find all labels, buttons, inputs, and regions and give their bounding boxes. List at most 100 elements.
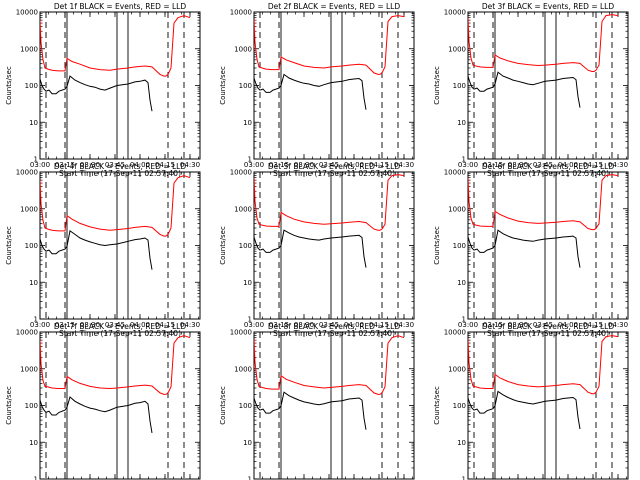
y-tick-label: 10	[29, 279, 38, 287]
x-tick-label: 03:30	[294, 161, 314, 169]
x-tick-label: 04:00	[130, 161, 150, 169]
x-tick-label: 03:00	[30, 321, 50, 329]
y-axis-label: Counts/sec	[219, 66, 227, 105]
y-axis-label: Counts/sec	[5, 226, 13, 265]
panel-title: Det 7f BLACK = Events, RED = LLD	[54, 322, 187, 331]
plot-area	[254, 12, 405, 159]
x-tick-label: 03:00	[458, 321, 478, 329]
x-tick-label: 03:00	[458, 161, 478, 169]
y-tick-label: 10	[29, 439, 38, 447]
x-tick-label: 03:30	[80, 161, 100, 169]
y-tick-label: 1000	[448, 365, 466, 373]
y-tick-label: 10000	[444, 329, 466, 337]
x-tick-label: 03:30	[508, 161, 528, 169]
lld-series-line	[468, 174, 619, 231]
x-tick-label: 03:30	[508, 321, 528, 329]
lld-series-line	[40, 175, 191, 237]
x-tick-label: 03:45	[319, 321, 339, 329]
x-tick-label: 04:30	[608, 161, 628, 169]
y-tick-label: 10	[243, 119, 252, 127]
x-tick-label: 04:30	[180, 321, 200, 329]
plot-frame	[253, 171, 415, 320]
y-tick-label: 100	[453, 82, 466, 90]
x-axis-label: Start Time (17-Sep-11 02:57:40)	[59, 329, 181, 338]
y-axis-label: Counts/sec	[433, 66, 441, 105]
y-tick-label: 10000	[444, 9, 466, 17]
x-tick-label: 04:15	[155, 321, 175, 329]
x-tick-label: 03:45	[105, 161, 125, 169]
y-tick-label: 10	[457, 119, 466, 127]
x-tick-label: 03:15	[55, 161, 75, 169]
panel-title: Det 9f BLACK = Events, RED = LLD	[482, 322, 615, 331]
x-tick-label: 03:30	[294, 321, 314, 329]
plot-area	[254, 332, 405, 479]
x-tick-label: 04:30	[608, 321, 628, 329]
x-tick-label: 03:45	[533, 161, 553, 169]
y-tick-label: 1	[248, 476, 252, 480]
x-tick-label: 04:15	[583, 321, 603, 329]
y-axis-label: Counts/sec	[433, 226, 441, 265]
events-series-line	[468, 71, 581, 108]
y-tick-label: 1	[34, 476, 38, 480]
x-tick-label: 04:30	[394, 161, 414, 169]
events-series-line	[254, 391, 367, 430]
events-series-line	[254, 73, 367, 110]
x-tick-label: 04:30	[180, 161, 200, 169]
panel-title: Det 3f BLACK = Events, RED = LLD	[482, 2, 615, 11]
plot-area	[468, 12, 619, 159]
x-axis-label: Start Time (17-Sep-11 02:57:40)	[273, 329, 395, 338]
y-tick-label: 1000	[234, 205, 252, 213]
y-tick-label: 100	[239, 82, 252, 90]
x-tick-label: 04:00	[130, 321, 150, 329]
x-tick-label: 03:15	[483, 161, 503, 169]
y-axis-label: Counts/sec	[219, 386, 227, 425]
y-tick-label: 1000	[234, 45, 252, 53]
x-tick-label: 03:15	[483, 321, 503, 329]
x-tick-label: 03:00	[244, 321, 264, 329]
lld-series-line	[254, 15, 405, 75]
events-series-line	[254, 229, 367, 268]
lld-series-line	[40, 335, 191, 395]
y-tick-label: 1000	[234, 365, 252, 373]
plot-area	[40, 332, 191, 479]
panel-title: Det 2f BLACK = Events, RED = LLD	[268, 2, 401, 11]
plot-frame	[467, 171, 629, 320]
x-tick-label: 03:00	[30, 161, 50, 169]
y-tick-label: 1000	[20, 365, 38, 373]
plot-area	[40, 172, 191, 319]
panel-title: Det 1f BLACK = Events, RED = LLD	[54, 2, 187, 11]
y-tick-label: 1	[248, 156, 252, 164]
x-tick-label: 03:15	[55, 321, 75, 329]
panel-title: Det 6f BLACK = Events, RED = LLD	[482, 162, 615, 171]
events-series-line	[40, 230, 153, 270]
y-axis-label: Counts/sec	[5, 386, 13, 425]
x-tick-label: 04:00	[558, 321, 578, 329]
x-tick-label: 04:15	[369, 161, 389, 169]
x-tick-label: 03:45	[105, 321, 125, 329]
y-tick-label: 10000	[230, 169, 252, 177]
y-axis-label: Counts/sec	[5, 66, 13, 105]
y-tick-label: 1	[462, 316, 466, 324]
y-tick-label: 100	[453, 402, 466, 410]
y-tick-label: 1	[34, 156, 38, 164]
y-tick-label: 1000	[448, 205, 466, 213]
panel-title: Det 4f BLACK = Events, RED = LLD	[54, 162, 187, 171]
plot-frame	[467, 11, 629, 160]
x-tick-label: 03:45	[533, 321, 553, 329]
x-tick-label: 04:15	[155, 161, 175, 169]
y-tick-label: 100	[25, 242, 38, 250]
plot-frame	[253, 331, 415, 480]
panel-title: Det 8f BLACK = Events, RED = LLD	[268, 322, 401, 331]
plot-area	[40, 12, 191, 159]
y-tick-label: 10	[457, 279, 466, 287]
plot-area	[468, 172, 619, 319]
